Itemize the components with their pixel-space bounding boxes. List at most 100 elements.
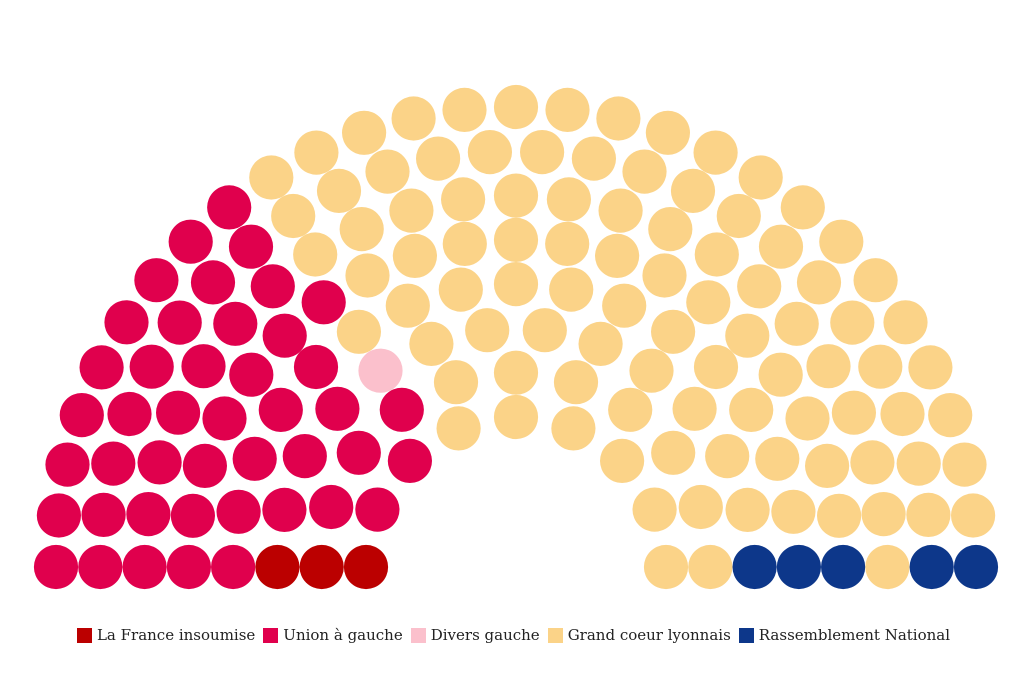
seat xyxy=(190,260,236,305)
seat xyxy=(850,440,895,485)
seat xyxy=(385,283,430,328)
seat xyxy=(207,185,252,230)
legend-item-grand-coeur-lyonnais: Grand coeur lyonnais xyxy=(547,626,731,644)
seat xyxy=(379,387,424,432)
seat xyxy=(293,232,338,277)
seat xyxy=(780,185,825,230)
legend-item-rassemblement-national: Rassemblement National xyxy=(738,626,951,644)
seat xyxy=(59,393,104,438)
seat xyxy=(522,308,567,353)
seat xyxy=(880,391,925,437)
seat xyxy=(738,155,783,200)
seat xyxy=(493,262,539,307)
legend-item-union-a-gauche: Union à gauche xyxy=(263,626,403,644)
seat xyxy=(441,177,486,222)
seat xyxy=(896,441,941,486)
seat xyxy=(578,321,623,366)
seat xyxy=(316,168,362,213)
seat xyxy=(861,491,906,537)
seat xyxy=(126,491,171,537)
seat xyxy=(755,436,800,481)
seat xyxy=(301,280,346,325)
seat xyxy=(688,544,733,590)
seat xyxy=(249,155,294,200)
seat xyxy=(336,309,381,354)
seat xyxy=(819,219,864,264)
seat xyxy=(336,430,381,475)
seat xyxy=(953,544,999,590)
seat xyxy=(493,84,539,130)
seat xyxy=(545,221,590,266)
seat xyxy=(865,544,910,590)
seat xyxy=(107,391,152,437)
seat xyxy=(602,283,647,328)
seat xyxy=(906,492,951,537)
seat xyxy=(805,443,850,488)
seat xyxy=(608,387,653,432)
seat xyxy=(122,544,167,590)
seat xyxy=(632,487,677,532)
seat xyxy=(262,487,307,532)
hemicycle-seats xyxy=(33,84,999,590)
seat xyxy=(433,360,479,405)
seat xyxy=(436,406,481,451)
seat xyxy=(670,168,716,213)
seat xyxy=(629,348,674,393)
seat xyxy=(258,387,303,432)
legend-label-lfi: La France insoumise xyxy=(96,626,256,644)
legend-swatch-union-a-gauche xyxy=(263,627,279,643)
seat xyxy=(129,344,174,389)
legend-item-lfi: La France insoumise xyxy=(76,626,256,644)
seat xyxy=(571,136,617,181)
legend-label-grand-coeur-lyonnais: Grand coeur lyonnais xyxy=(567,626,731,644)
seat xyxy=(168,219,213,264)
seat xyxy=(732,544,777,590)
seat xyxy=(309,484,354,530)
seat xyxy=(202,396,247,441)
seat xyxy=(785,396,830,441)
seat xyxy=(315,386,360,431)
seat xyxy=(549,267,594,312)
seat xyxy=(232,436,277,481)
seat xyxy=(858,344,903,389)
seat xyxy=(216,489,261,534)
seat xyxy=(387,438,432,483)
seat xyxy=(725,313,770,358)
seat xyxy=(255,544,300,590)
seat xyxy=(595,233,640,278)
seat xyxy=(645,110,691,155)
seat xyxy=(156,390,201,435)
seat xyxy=(409,321,454,366)
seat xyxy=(343,544,389,590)
seat xyxy=(134,258,179,303)
seat xyxy=(553,360,599,405)
seat xyxy=(339,207,384,252)
seat xyxy=(796,260,842,305)
seat xyxy=(705,434,750,479)
seat xyxy=(546,177,592,222)
seat xyxy=(771,489,816,534)
legend-swatch-rassemblement-national xyxy=(738,627,754,643)
legend-label-rassemblement-national: Rassemblement National xyxy=(758,626,951,644)
seat xyxy=(213,301,258,346)
seat xyxy=(817,493,862,538)
seat xyxy=(45,442,90,487)
seat xyxy=(78,544,123,590)
seat xyxy=(358,348,403,393)
seat xyxy=(137,440,182,485)
seat xyxy=(228,224,274,269)
seat xyxy=(598,188,643,233)
seat xyxy=(438,267,483,312)
seat xyxy=(942,442,987,487)
seat xyxy=(262,313,307,358)
seat xyxy=(271,193,316,239)
seat xyxy=(91,441,136,486)
seat xyxy=(182,443,227,488)
seat xyxy=(250,264,295,309)
seat xyxy=(104,300,149,345)
seat xyxy=(442,87,487,132)
seat xyxy=(651,309,696,354)
seat xyxy=(806,344,851,389)
seat xyxy=(157,300,202,345)
